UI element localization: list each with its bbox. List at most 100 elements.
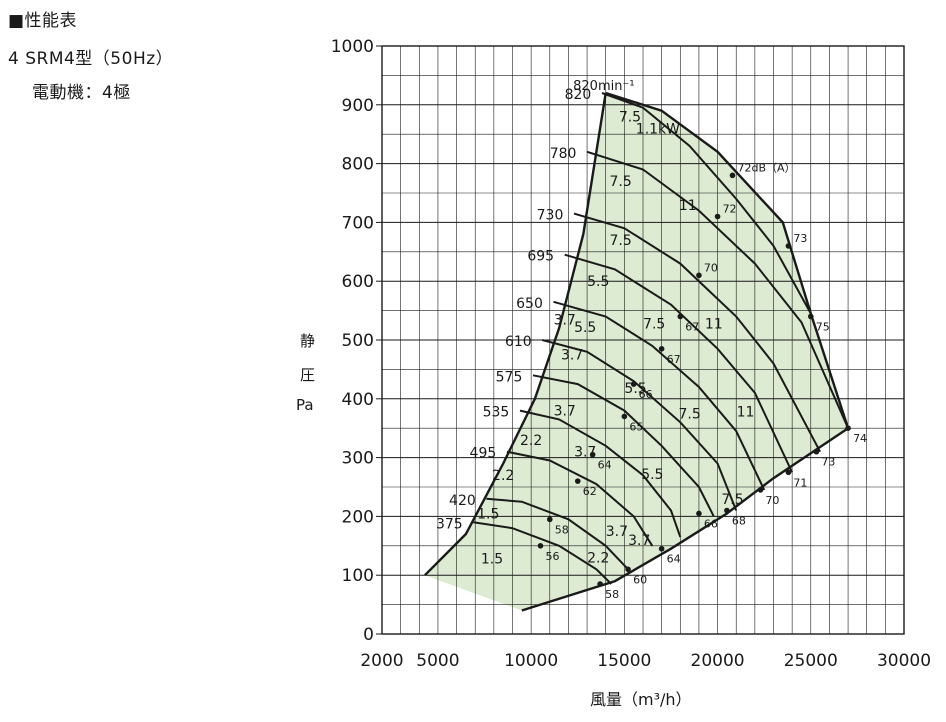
noise-label: 64 [667,553,681,566]
speed-label-695: 695 [527,249,554,265]
x-tick-label: 30000 [877,651,931,671]
speed-label-375: 375 [436,516,463,532]
noise-point [677,313,684,320]
power-label: 2.2 [492,468,514,484]
noise-point [597,581,603,587]
y-tick-label: 1000 [331,37,374,57]
y-tick-label: 800 [342,155,374,175]
speed-curve-375 [473,521,613,585]
speed-curve-695 [564,253,794,473]
x-tick-label: 20000 [691,651,745,671]
power-label: 5.5 [641,467,663,483]
power-label: 11 [679,198,697,214]
power-label: 3.7 [554,404,576,420]
y-tick-label: 100 [342,566,374,586]
speed-label-780: 780 [550,146,577,162]
x-tick-label: 10000 [504,651,558,671]
noise-point [658,346,665,352]
noise-label: 68 [732,515,746,528]
noise-point [574,478,581,484]
speed-label-650: 650 [516,296,543,312]
power-label: 3.7 [628,533,650,549]
y-tick-label: 500 [342,331,374,351]
noise-label: 67 [667,353,681,366]
noise-label: 75 [816,320,830,333]
power-label: 11 [705,317,723,333]
noise-point [714,213,721,220]
speed-label-575: 575 [496,369,523,385]
y-tick-label: 700 [342,213,374,233]
noise-point [537,543,544,549]
noise-point [630,381,637,387]
noise-point [845,425,851,432]
noise-label: 65 [629,420,643,433]
noise-label: 60 [633,573,647,586]
speed-curve-495 [506,450,654,547]
noise-label: 64 [598,459,612,472]
power-label: 7.5 [609,174,631,190]
speed-curve-535 [519,409,682,538]
noise-point [546,516,553,523]
noise-point [696,272,702,279]
envelope-left [424,92,607,577]
noise-point [589,451,596,458]
power-label: 7.5 [619,110,641,126]
noise-label: 70 [704,261,718,274]
y-tick-label: 300 [342,449,374,469]
power-label: 7.5 [643,317,665,333]
noise-label: 56 [545,550,559,563]
x-tick-label: 15000 [597,651,651,671]
noise-point [625,566,631,573]
model-label: 4 SRM4型（50Hz） [8,49,174,69]
power-label: 11 [737,405,755,421]
power-label: 2.2 [520,433,542,449]
power-label: 1.5 [477,506,499,522]
speed-unit-label: 820min⁻¹ [573,79,634,94]
power-label: 7.5 [721,492,743,508]
power-label: 7.5 [609,233,631,249]
speed-label-420: 420 [449,493,476,509]
power-label: 5.5 [574,320,596,336]
noise-label: 66 [639,388,653,401]
noise-label: 71 [793,476,807,489]
noise-point [807,313,814,320]
noise-label: 73 [793,232,807,245]
y-tick-label: 400 [342,390,374,410]
motor-label: 電動機：4極 [32,83,131,103]
y-tick-label: 900 [342,96,374,116]
noise-label: 72 [723,203,737,216]
speed-curve-780 [586,150,850,429]
y-axis-label-2: 圧 [300,366,316,384]
noise-label: 72dB（A） [737,161,795,174]
envelope-right [605,91,850,429]
speed-curve-820 [601,92,812,314]
noise-label: 66 [704,517,718,530]
y-axis-label-1: 静 [300,332,316,350]
speed-label-730: 730 [537,208,564,224]
speed-curve-420 [486,497,629,570]
x-tick-label: 5000 [416,651,459,671]
speed-curve-575 [532,374,715,517]
noise-label: 70 [765,494,779,507]
noise-label: 58 [555,523,569,536]
section-title: ■性能表 [8,11,78,31]
noise-point [724,507,730,514]
noise-point [813,448,820,455]
speed-curve-730 [573,212,821,453]
power-label: 3.7 [606,524,628,540]
speed-curve-610 [542,339,738,511]
noise-label: 74 [853,432,867,445]
y-axis-label-3: Pa [296,396,314,414]
y-tick-label: 600 [342,272,374,292]
noise-point [785,243,792,249]
noise-point [658,545,665,552]
noise-point [785,469,792,476]
x-tick-label: 25000 [784,651,838,671]
power-label: 1.1kW [636,121,680,137]
power-label: 7.5 [678,407,700,423]
y-tick-label: 0 [363,625,374,645]
noise-point [757,487,764,493]
noise-label: 62 [583,485,597,498]
power-label: 2.2 [587,551,609,567]
